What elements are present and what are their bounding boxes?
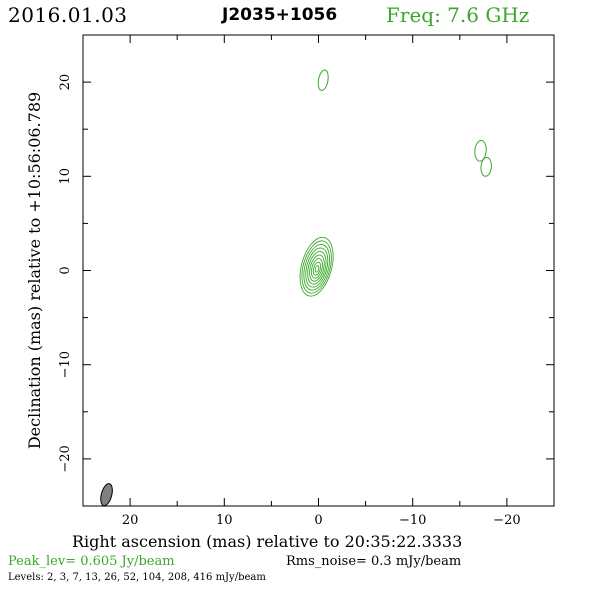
x-tick-label: 20 <box>122 513 139 528</box>
x-tick-label: 0 <box>314 513 322 528</box>
x-tick-label: 10 <box>216 513 233 528</box>
component-contour <box>474 140 487 162</box>
core-contour <box>310 258 323 279</box>
x-tick-label: −20 <box>493 513 520 528</box>
core-contour <box>314 265 320 273</box>
y-axis-label: Declination (mas) relative to +10:56:06.… <box>25 92 44 449</box>
y-tick-label: 10 <box>58 168 73 185</box>
core-contour <box>303 243 331 291</box>
contour-levels: Levels: 2, 3, 7, 13, 26, 52, 104, 208, 4… <box>8 572 266 583</box>
core-contour <box>305 247 329 288</box>
y-tick-label: −10 <box>58 351 73 378</box>
peak-level: Peak_lev= 0.605 Jy/beam <box>8 554 175 569</box>
rms-noise: Rms_noise= 0.3 mJy/beam <box>286 554 462 569</box>
observation-date: 2016.01.03 <box>8 3 128 27</box>
beam-ellipse <box>100 483 113 507</box>
component-contour <box>480 156 492 177</box>
frequency-label: Freq: 7.6 GHz <box>386 3 530 27</box>
source-name: J2035+1056 <box>222 5 338 25</box>
y-tick-label: 0 <box>58 266 73 274</box>
core-contour <box>309 254 325 282</box>
x-axis-label: Right ascension (mas) relative to 20:35:… <box>72 532 463 551</box>
component-contour <box>317 69 329 91</box>
core-contour <box>307 251 327 285</box>
core-contour <box>299 236 334 297</box>
core-contour <box>301 240 332 294</box>
y-tick-label: 20 <box>58 74 73 91</box>
y-tick-label: −20 <box>58 445 73 472</box>
core-contour <box>312 261 322 276</box>
x-tick-label: −10 <box>399 513 426 528</box>
